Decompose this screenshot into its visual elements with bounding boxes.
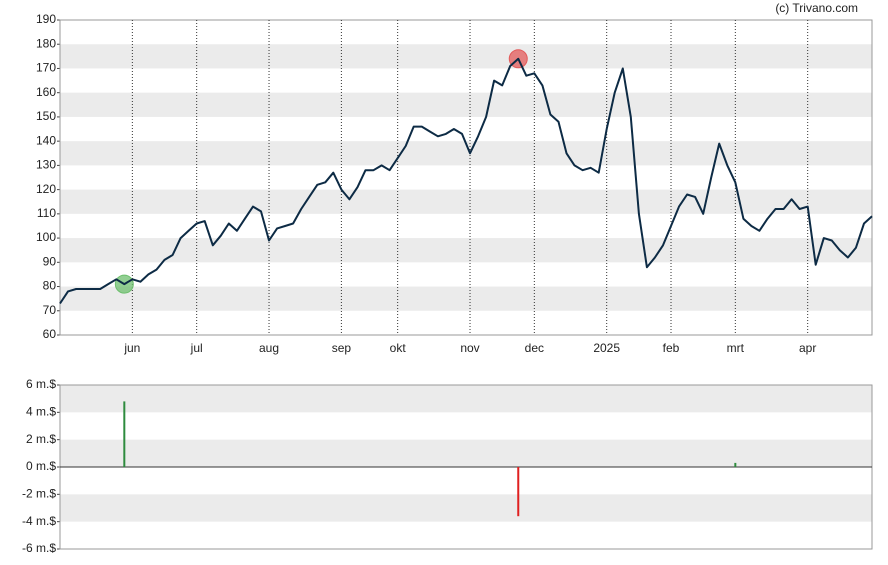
x-tick-label: jun	[123, 341, 140, 355]
x-tick-label: apr	[799, 341, 816, 355]
grid-band	[60, 189, 872, 214]
y-tick-label: 110	[37, 206, 56, 220]
x-tick-label: jul	[190, 341, 203, 355]
y-tick-label: -4 m.$	[22, 514, 56, 528]
y-tick-label: -6 m.$	[22, 541, 56, 555]
y-tick-label: 60	[43, 327, 57, 341]
y-tick-label: 180	[36, 36, 56, 50]
y-tick-label: 80	[43, 279, 57, 293]
y-tick-label: 160	[36, 85, 56, 99]
y-tick-label: 140	[36, 133, 56, 147]
bar	[734, 462, 737, 467]
y-tick-label: -2 m.$	[22, 487, 56, 501]
y-tick-label: 90	[43, 254, 57, 268]
y-tick-label: 4 m.$	[26, 405, 56, 419]
x-tick-label: sep	[332, 341, 352, 355]
y-tick-label: 170	[36, 61, 56, 75]
x-tick-label: mrt	[727, 341, 745, 355]
grid-band	[60, 439, 872, 467]
grid-band	[60, 92, 872, 117]
y-tick-label: 190	[36, 12, 56, 26]
x-tick-label: feb	[663, 341, 680, 355]
x-tick-label: 2025	[593, 341, 620, 355]
x-tick-label: okt	[390, 341, 407, 355]
y-tick-label: 120	[36, 182, 56, 196]
y-tick-label: 70	[43, 303, 57, 317]
grid-band	[60, 385, 872, 413]
grid-band	[60, 286, 872, 311]
plot-frame	[59, 19, 873, 336]
y-tick-label: 150	[36, 109, 56, 123]
x-tick-label: nov	[460, 341, 479, 355]
x-tick-label: dec	[525, 341, 544, 355]
grid-band	[60, 238, 872, 263]
credit: (c) Trivano.com	[775, 1, 858, 15]
grid-band	[60, 494, 872, 522]
y-tick-label: 2 m.$	[26, 432, 56, 446]
grid-band	[60, 44, 872, 69]
bar	[517, 467, 520, 517]
y-tick-label: 0 m.$	[26, 459, 56, 473]
price-line	[59, 57, 873, 305]
y-tick-label: 130	[36, 158, 56, 172]
x-tick-label: aug	[259, 341, 279, 355]
bar	[123, 401, 126, 467]
y-tick-label: 6 m.$	[26, 377, 56, 391]
y-tick-label: 100	[36, 230, 56, 244]
